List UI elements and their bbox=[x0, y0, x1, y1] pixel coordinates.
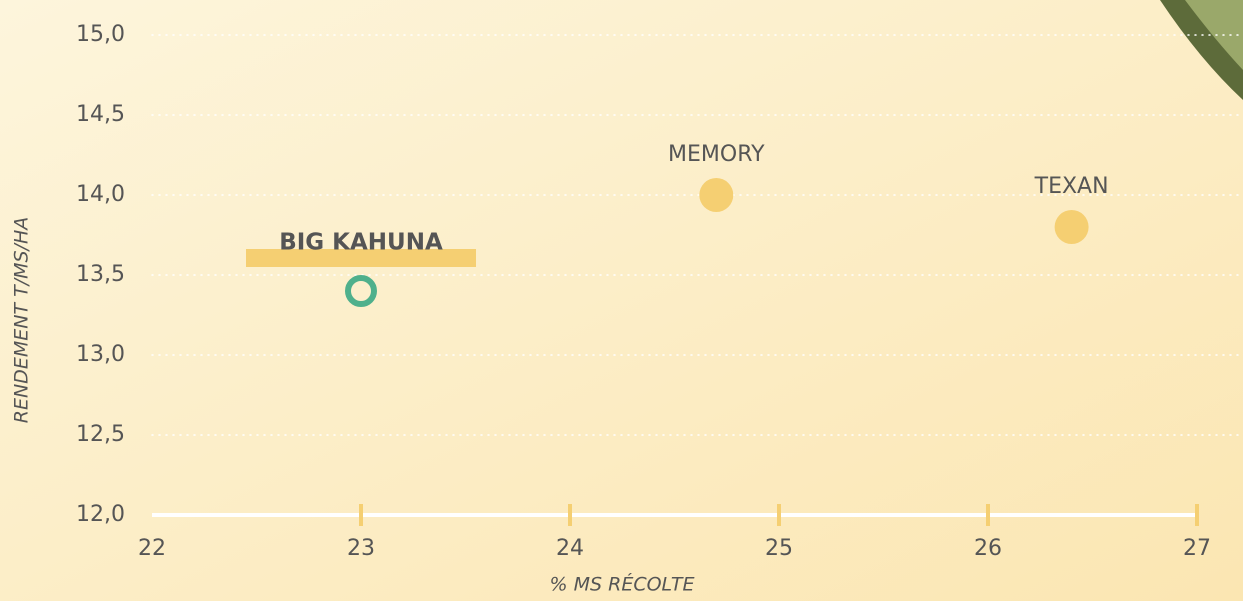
point bbox=[699, 178, 734, 212]
y-tick-label: 12,0 bbox=[76, 502, 125, 527]
x-tick-label: 27 bbox=[1183, 536, 1211, 561]
point-label: MEMORY bbox=[668, 142, 765, 167]
y-tick-label: 14,5 bbox=[76, 102, 125, 127]
x-tick-label: 25 bbox=[765, 536, 793, 561]
x-tick-label: 26 bbox=[974, 536, 1002, 561]
point bbox=[1054, 210, 1089, 244]
y-tick-label: 12,5 bbox=[76, 422, 125, 447]
point bbox=[345, 275, 377, 307]
point-label: TEXAN bbox=[1034, 174, 1109, 199]
y-tick-label: 13,5 bbox=[76, 262, 125, 287]
y-axis-label: RENDEMENT T/MS/HA bbox=[11, 217, 33, 423]
x-tick-label: 22 bbox=[138, 536, 166, 561]
label-highlight bbox=[246, 249, 476, 267]
y-tick-label: 15,0 bbox=[76, 22, 125, 47]
x-axis-label: % MS RÉCOLTE bbox=[550, 573, 695, 596]
point-label: BIG KAHUNA bbox=[279, 230, 443, 256]
x-tick-label: 24 bbox=[556, 536, 584, 561]
y-tick-label: 14,0 bbox=[76, 182, 125, 207]
leaf-highlight bbox=[1185, 0, 1243, 70]
y-tick-label: 13,0 bbox=[76, 342, 125, 367]
x-tick-label: 23 bbox=[347, 536, 375, 561]
